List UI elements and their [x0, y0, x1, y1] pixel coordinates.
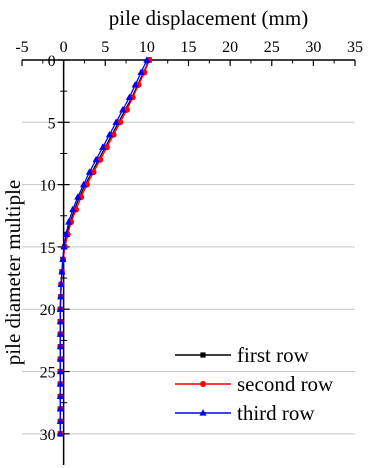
- data-point: [74, 193, 82, 200]
- data-point: [56, 355, 64, 362]
- data-point: [57, 292, 65, 300]
- data-point: [137, 68, 145, 76]
- data-point: [59, 255, 67, 262]
- data-point: [56, 342, 64, 350]
- legend-item: first row: [175, 343, 310, 367]
- legend-marker: [200, 352, 206, 358]
- series-lines: [56, 56, 153, 437]
- data-point: [85, 168, 94, 175]
- legend-item: second row: [175, 372, 334, 396]
- data-point: [56, 380, 64, 387]
- data-point: [105, 130, 114, 138]
- data-point: [57, 280, 65, 287]
- data-point: [56, 417, 64, 424]
- data-point: [58, 268, 66, 275]
- x-tick-label: 5: [101, 39, 109, 56]
- x-tick-label: 25: [264, 39, 280, 56]
- x-tick-label: 15: [181, 39, 197, 56]
- x-tick-label: 0: [60, 39, 68, 56]
- data-point: [112, 118, 120, 125]
- data-point: [56, 392, 64, 400]
- data-point: [119, 106, 127, 113]
- legend-item: third row: [175, 401, 315, 425]
- data-point: [80, 180, 88, 188]
- data-point: [56, 405, 64, 412]
- y-tick-label: 0: [48, 53, 56, 70]
- y-tick-label: 20: [40, 302, 56, 319]
- y-tick-label: 5: [48, 115, 56, 132]
- x-tick-label: 20: [222, 39, 238, 56]
- y-tick-label: 15: [40, 240, 56, 257]
- data-point: [143, 56, 151, 63]
- grid-lines: [22, 121, 355, 435]
- data-point: [62, 230, 70, 238]
- y-tick-label: 30: [40, 427, 56, 444]
- x-axis-title: pile displacement (mm): [109, 6, 308, 30]
- data-point: [56, 367, 64, 375]
- data-point: [92, 155, 100, 163]
- legend-label: second row: [237, 372, 334, 396]
- data-point: [56, 317, 64, 325]
- data-point: [131, 81, 139, 88]
- y-tick-label: 10: [40, 178, 56, 195]
- y-axis-title: pile diameter multiple: [1, 180, 25, 365]
- data-point: [65, 218, 73, 225]
- data-point: [69, 205, 77, 213]
- legend: first row second row third row: [175, 343, 334, 425]
- data-point: [99, 143, 107, 150]
- legend-label: first row: [237, 343, 310, 367]
- x-tick-label: -5: [15, 39, 28, 56]
- legend-label: third row: [237, 401, 315, 425]
- x-tick-label: 30: [305, 39, 321, 56]
- legend-marker: [200, 381, 206, 387]
- x-tick-label: 35: [347, 39, 363, 56]
- y-tick-label: 25: [40, 365, 56, 382]
- axes: -5 0 5 10 15 20 25 30 35 0 5 10 15 20 25 30: [15, 39, 363, 465]
- data-point: [60, 243, 68, 250]
- x-tick-label: 10: [139, 39, 155, 56]
- data-point: [56, 430, 64, 437]
- data-point: [56, 305, 64, 312]
- legend-marker: [199, 409, 207, 416]
- data-point: [125, 93, 133, 100]
- data-point: [56, 330, 64, 337]
- series-third-row: [56, 56, 151, 437]
